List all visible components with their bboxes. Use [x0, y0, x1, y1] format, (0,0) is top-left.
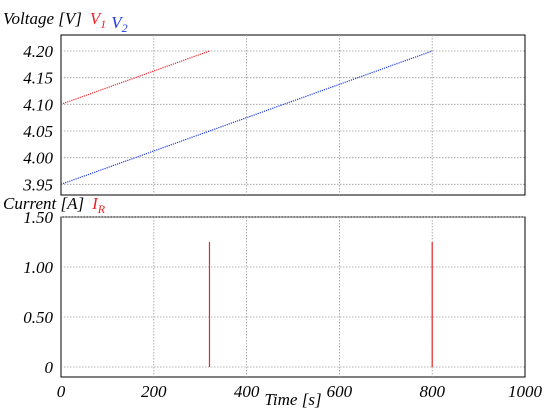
x-tick-label: 200 [141, 382, 167, 401]
y-tick-label: 1.50 [23, 208, 53, 227]
y-axis-label: Voltage [V] [3, 9, 82, 28]
x-axis-label: Time [s] [264, 390, 321, 409]
legend-series-subscript: 2 [122, 21, 128, 35]
series-line-v2 [60, 50, 433, 185]
x-tick-label: 600 [327, 382, 353, 401]
x-tick-label: 0 [57, 382, 66, 401]
legend-series-subscript: 1 [100, 17, 106, 31]
plot-frame [60, 34, 526, 196]
y-tick-label: 1.00 [23, 258, 53, 277]
legend-series-subscript: R [97, 202, 106, 216]
y-tick-label: 0.50 [23, 308, 53, 327]
y-tick-label: 0 [45, 358, 54, 377]
legend-series-name: V [111, 13, 124, 32]
x-tick-label: 400 [234, 382, 260, 401]
y-tick-label: 3.95 [22, 175, 53, 194]
y-tick-label: 4.20 [23, 42, 53, 61]
plot-frame [60, 216, 526, 378]
current-panel: 0 0.50 1.00 1.50 0 200 400 600 800 1000 Current [A… [3, 194, 543, 409]
x-tick-label: 1000 [508, 382, 543, 401]
x-tick-label: 800 [419, 382, 445, 401]
legend-series-name: V [90, 9, 103, 28]
y-tick-label: 4.15 [23, 69, 53, 88]
legend: IR [91, 194, 106, 216]
y-axis-label: Current [A] [3, 194, 84, 213]
y-tick-label: 4.00 [23, 149, 53, 168]
legend: V1 V2 [90, 9, 128, 35]
y-tick-label: 4.05 [23, 122, 53, 141]
legend-series-name: I [91, 194, 99, 213]
y-tick-label: 4.10 [23, 95, 53, 114]
